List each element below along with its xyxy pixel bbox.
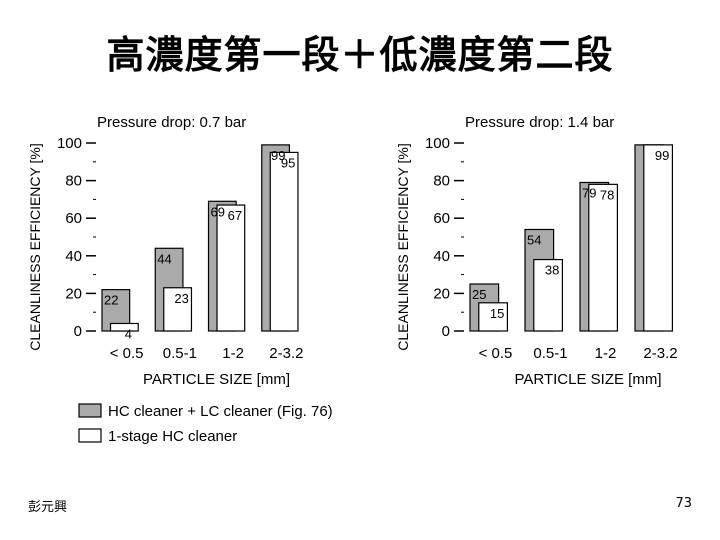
x-axis-title: PARTICLE SIZE [mm] bbox=[143, 371, 290, 388]
slide-title: 高濃度第一段＋低濃度第二段 bbox=[106, 32, 614, 77]
bar-1-stage bbox=[533, 258, 563, 332]
y-tick-label: 20 bbox=[65, 285, 82, 302]
data-label-hc-lc: 22 bbox=[104, 293, 118, 308]
data-label-1-stage: 78 bbox=[600, 187, 614, 202]
page-number: 73 bbox=[675, 496, 692, 511]
legend-swatch bbox=[78, 428, 102, 443]
x-tick-label: 1-2 bbox=[222, 345, 244, 362]
x-tick-label: < 0.5 bbox=[479, 345, 513, 362]
data-label-hc-lc: 79 bbox=[582, 185, 596, 200]
y-tick-label: 60 bbox=[65, 210, 82, 227]
x-tick-label: 2-3.2 bbox=[643, 345, 677, 362]
bar-1-stage bbox=[269, 151, 299, 332]
legend-label: 1-stage HC cleaner bbox=[108, 428, 237, 445]
legend-label: HC cleaner + LC cleaner (Fig. 76) bbox=[108, 403, 333, 420]
x-tick-label: 1-2 bbox=[595, 345, 617, 362]
footer-author: 彭元興 bbox=[28, 500, 68, 515]
data-label-1-stage: 23 bbox=[174, 291, 188, 306]
data-label-hc-lc: 69 bbox=[211, 204, 225, 219]
y-tick-label: 0 bbox=[74, 323, 82, 340]
chart-pressure-1-4: Pressure drop: 1.4 bar CLEANLINESS EFFICI… bbox=[395, 114, 678, 388]
data-label-1-stage: 38 bbox=[545, 263, 559, 278]
bar-1-stage bbox=[643, 144, 673, 332]
x-tick-label: 2-3.2 bbox=[269, 345, 303, 362]
data-label-hc-lc: 54 bbox=[527, 232, 541, 247]
data-label-1-stage: 15 bbox=[490, 306, 504, 321]
y-tick-label: 100 bbox=[57, 135, 82, 152]
bar-1-stage bbox=[478, 302, 508, 332]
x-tick-label: < 0.5 bbox=[110, 345, 144, 362]
chart-title: Pressure drop: 0.7 bar bbox=[97, 114, 246, 131]
y-tick-label: 100 bbox=[425, 135, 450, 152]
data-label-hc-lc: 44 bbox=[157, 251, 171, 266]
y-tick-label: 20 bbox=[433, 285, 450, 302]
x-axis-title: PARTICLE SIZE [mm] bbox=[515, 371, 662, 388]
y-tick-label: 80 bbox=[433, 173, 450, 190]
data-label-hc-lc: 25 bbox=[472, 287, 486, 302]
y-axis-title: CLEANLINESS EFFICIENCY [%] bbox=[395, 143, 411, 350]
data-label-1-stage: 4 bbox=[125, 326, 132, 341]
y-tick-label: 60 bbox=[433, 210, 450, 227]
y-tick-label: 40 bbox=[433, 248, 450, 265]
data-label-hc-lc: 99 bbox=[271, 148, 285, 163]
y-tick-label: 40 bbox=[65, 248, 82, 265]
data-label-1-stage: 67 bbox=[228, 208, 242, 223]
y-axis-title: CLEANLINESS EFFICIENCY [%] bbox=[27, 143, 43, 350]
bar-1-stage bbox=[163, 287, 193, 332]
chart-title: Pressure drop: 1.4 bar bbox=[465, 114, 614, 131]
legend: HC cleaner + LC cleaner (Fig. 76) 1-stage… bbox=[78, 403, 333, 445]
bar-1-stage bbox=[216, 204, 246, 332]
data-label-1-stage: 99 bbox=[655, 148, 669, 163]
data-label-1-stage: 95 bbox=[281, 155, 295, 170]
legend-swatch bbox=[78, 403, 102, 418]
bar-1-stage bbox=[588, 183, 618, 332]
y-tick-label: 0 bbox=[442, 323, 450, 340]
chart-pressure-0-7: Pressure drop: 0.7 bar CLEANLINESS EFFICI… bbox=[27, 114, 303, 388]
x-tick-label: 0.5-1 bbox=[533, 345, 567, 362]
x-tick-label: 0.5-1 bbox=[163, 345, 197, 362]
bar-1-stage bbox=[109, 322, 139, 332]
y-tick-label: 80 bbox=[65, 173, 82, 190]
